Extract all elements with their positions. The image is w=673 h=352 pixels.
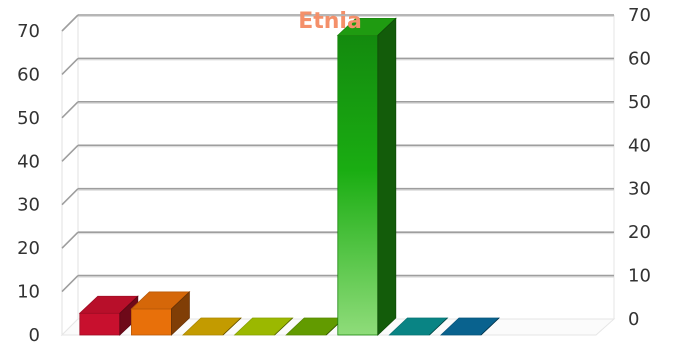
- bar-side: [377, 17, 397, 336]
- bar: [78, 295, 139, 336]
- y-axis-right: 0 10 20 30 40 50 60 70: [628, 5, 651, 330]
- y-tick-label-left: 70: [17, 21, 40, 42]
- y-tick-label-left: 20: [17, 238, 40, 259]
- y-tick-label-right: 30: [628, 179, 651, 200]
- bar-side: [222, 317, 242, 336]
- gridline-side: [61, 101, 79, 119]
- y-tick-label-right: 40: [628, 135, 651, 156]
- bar-side: [480, 317, 500, 336]
- y-axis-left: 0 10 20 30 40 50 60 70: [17, 21, 40, 346]
- y-tick-label-left: 30: [17, 195, 40, 216]
- bar-front: [130, 308, 172, 336]
- chart-title: Etnia: [298, 9, 362, 34]
- bar-side: [274, 317, 293, 336]
- bar: [336, 17, 397, 336]
- y-tick-label-left: 40: [17, 151, 40, 172]
- bars: [78, 17, 501, 336]
- bar: [439, 317, 501, 336]
- y-tick-label-right: 60: [628, 48, 651, 69]
- y-tick-label-left: 0: [29, 325, 40, 346]
- side-wall: [61, 13, 79, 337]
- bar-side: [429, 317, 448, 336]
- y-tick-label-right: 10: [628, 266, 651, 287]
- y-tick-label-right: 70: [628, 5, 651, 26]
- gridline-side: [61, 188, 79, 206]
- y-tick-label-right: 20: [628, 222, 651, 243]
- y-tick-label-left: 60: [17, 64, 40, 85]
- gridline-side: [61, 275, 79, 293]
- gridline-side: [61, 14, 79, 32]
- bar: [233, 317, 294, 336]
- gridline-side: [61, 231, 79, 249]
- y-tick-label-right: 50: [628, 92, 651, 113]
- bar: [130, 291, 191, 336]
- y-tick-label-left: 10: [17, 282, 40, 303]
- y-tick-label-right: 0: [628, 309, 639, 330]
- bar: [388, 317, 449, 336]
- bar-front: [79, 312, 121, 336]
- bar-front: [337, 34, 379, 336]
- bar-side: [170, 291, 190, 336]
- gridline-side: [61, 144, 79, 162]
- bar: [181, 317, 243, 336]
- gridline-side: [61, 57, 79, 75]
- y-tick-label-left: 50: [17, 108, 40, 129]
